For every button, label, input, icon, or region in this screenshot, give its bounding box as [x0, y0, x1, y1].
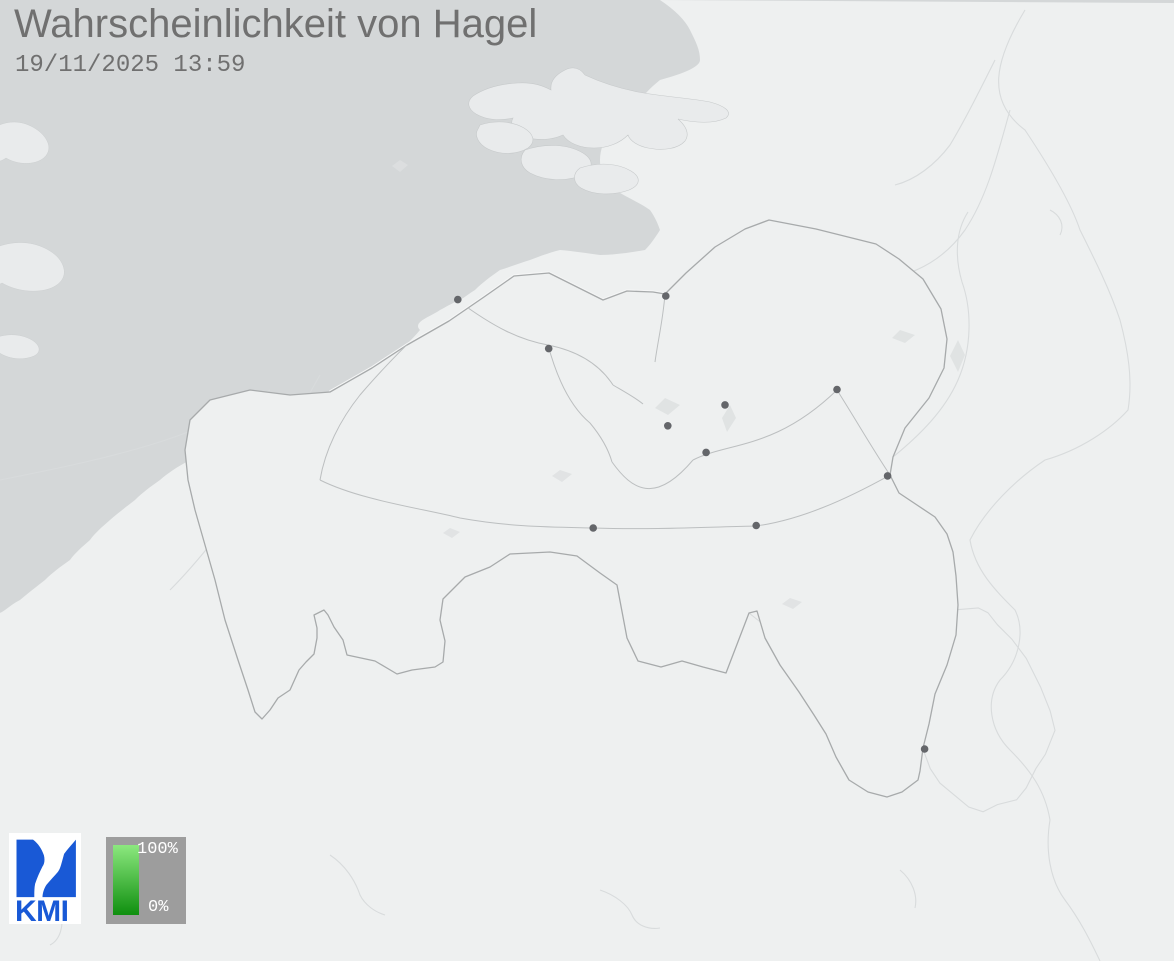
- svg-text:KMI: KMI: [15, 895, 69, 924]
